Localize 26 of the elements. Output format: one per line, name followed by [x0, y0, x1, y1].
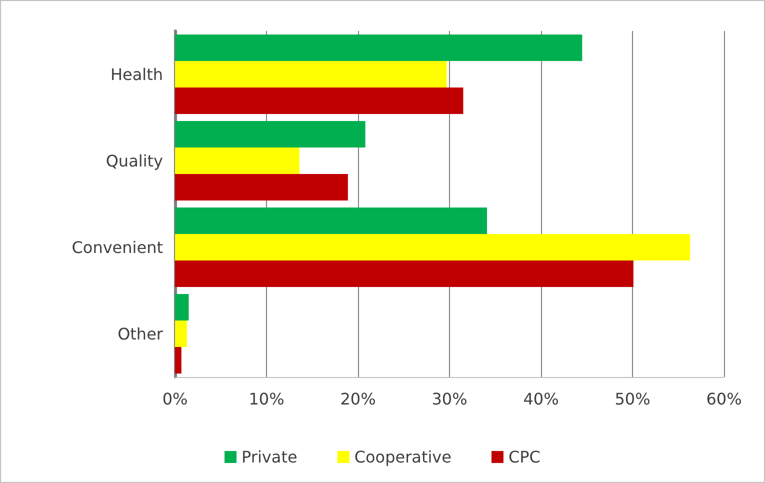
y-tick-label: Quality	[106, 151, 163, 170]
legend-label: CPC	[508, 448, 540, 466]
bar	[175, 207, 488, 234]
y-tick-label: Convenient	[72, 238, 163, 257]
bar	[175, 294, 189, 320]
bar	[175, 174, 348, 201]
bar	[175, 320, 187, 348]
x-tick-label: 20%	[340, 390, 376, 408]
bar	[175, 260, 634, 288]
legend-label: Private	[242, 448, 298, 466]
y-tick-label: Health	[110, 64, 163, 84]
x-tick-label: 50%	[614, 390, 650, 408]
x-tick-label: 60%	[706, 390, 742, 408]
x-tick-label: 0%	[162, 390, 188, 408]
bar	[175, 34, 582, 61]
bar	[175, 120, 366, 148]
x-tick-label: 40%	[523, 390, 559, 408]
bar	[175, 234, 690, 261]
x-tick-label: 10%	[248, 390, 284, 408]
bar	[175, 88, 464, 114]
bar	[175, 147, 300, 174]
x-tick-label: 30%	[432, 390, 468, 408]
bar	[175, 347, 182, 374]
y-tick-label: Other	[118, 324, 164, 344]
legend-label: Cooperative	[354, 448, 452, 466]
bar	[175, 60, 447, 88]
